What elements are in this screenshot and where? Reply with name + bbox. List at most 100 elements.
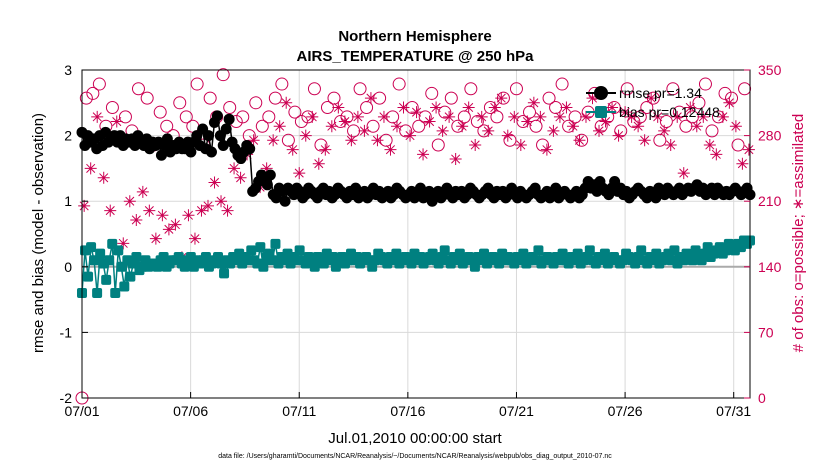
obs-possible-point	[249, 96, 263, 110]
obs-possible-point	[281, 133, 295, 147]
obs-assimilated-point	[143, 204, 156, 217]
obs-assimilated-point	[117, 237, 130, 250]
obs-assimilated-point	[638, 134, 651, 147]
obs-possible-point	[314, 138, 328, 152]
x-tick-label: 07/16	[390, 403, 425, 419]
obs-assimilated-point	[390, 120, 403, 133]
obs-assimilated-point	[286, 143, 299, 156]
obs-assimilated-point	[397, 101, 410, 114]
obs-assimilated-point	[162, 223, 175, 236]
obs-possible-point	[236, 110, 250, 124]
obs-assimilated-point	[364, 92, 377, 105]
bias-point	[439, 245, 450, 256]
obs-assimilated-point	[325, 120, 338, 133]
obs-assimilated-point	[293, 167, 306, 180]
obs-possible-point	[275, 77, 289, 91]
obs-assimilated-point	[149, 232, 162, 245]
data-file-footnote: data file: /Users/gharamti/Documents/NCA…	[218, 453, 612, 460]
bias-point	[246, 245, 257, 256]
obs-possible-point	[203, 91, 217, 105]
obs-assimilated-point	[273, 120, 286, 133]
obs-possible-point	[418, 110, 432, 124]
obs-assimilated-point	[703, 138, 716, 151]
obs-possible-point	[153, 105, 167, 119]
obs-assimilated-point	[417, 148, 430, 161]
obs-possible-point	[705, 124, 719, 138]
obs-assimilated-point	[110, 115, 123, 128]
obs-assimilated-point	[729, 120, 742, 133]
obs-possible-point	[725, 91, 739, 105]
bias-point	[533, 245, 544, 256]
obs-assimilated-point	[677, 167, 690, 180]
obs-assimilated-point	[312, 157, 325, 170]
obs-assimilated-point	[182, 209, 195, 222]
rmse-point	[261, 179, 273, 191]
obs-possible-point	[216, 68, 230, 82]
plot-frame	[81, 69, 751, 399]
obs-assimilated-point	[671, 110, 684, 123]
obs-assimilated-point	[410, 106, 423, 119]
obs-assimilated-point	[260, 162, 273, 175]
obs-assimilated-point	[645, 92, 658, 105]
y-left-tick-label: 3	[64, 62, 72, 78]
obs-possible-point	[529, 119, 543, 133]
y-right-tick-label: 350	[758, 62, 782, 78]
obs-possible-point	[118, 110, 132, 124]
bias-point	[219, 268, 230, 279]
obs-possible-point	[490, 110, 504, 124]
obs-possible-point	[653, 133, 667, 147]
obs-possible-point	[464, 82, 478, 96]
obs-assimilated-point	[488, 101, 501, 114]
obs-possible-point	[470, 115, 484, 129]
obs-assimilated-point	[573, 134, 586, 147]
obs-assimilated-point	[228, 162, 241, 175]
obs-assimilated-point	[716, 110, 729, 123]
obs-assimilated-point	[123, 195, 136, 208]
obs-possible-point	[738, 82, 752, 96]
obs-assimilated-point	[404, 129, 417, 142]
obs-assimilated-point	[358, 124, 371, 137]
obs-assimilated-point	[684, 101, 697, 114]
obs-assimilated-point	[267, 134, 280, 147]
x-tick-label: 07/01	[64, 403, 99, 419]
bias-point	[113, 245, 124, 256]
obs-possible-point	[555, 77, 569, 91]
obs-assimilated-point	[130, 213, 143, 226]
legend-rmse-marker	[594, 86, 608, 100]
y-right-tick-label: 140	[758, 259, 782, 275]
x-tick-label: 07/06	[173, 403, 208, 419]
obs-assimilated-point	[423, 115, 436, 128]
obs-possible-point	[594, 119, 608, 133]
y-right-tick-label: 280	[758, 128, 782, 144]
obs-assimilated-point	[84, 162, 97, 175]
obs-possible-point	[92, 77, 106, 91]
x-tick-label: 07/26	[608, 403, 643, 419]
obs-possible-point	[327, 91, 341, 105]
obs-assimilated-point	[430, 101, 443, 114]
bias-point	[83, 271, 94, 282]
obs-possible-point	[666, 82, 680, 96]
obs-assimilated-point	[606, 101, 619, 114]
obs-assimilated-point	[710, 148, 723, 161]
obs-possible-point	[179, 110, 193, 124]
obs-assimilated-point	[579, 110, 592, 123]
rmse-point	[185, 146, 197, 158]
obs-assimilated-point	[527, 96, 540, 109]
obs-possible-point	[536, 138, 550, 152]
obs-assimilated-point	[586, 92, 599, 105]
obs-assimilated-point	[521, 115, 534, 128]
obs-possible-point	[307, 82, 321, 96]
obs-possible-point	[542, 91, 556, 105]
bias-point	[86, 242, 97, 253]
obs-assimilated-point	[495, 92, 508, 105]
rmse-point	[220, 123, 232, 135]
obs-assimilated-point	[377, 110, 390, 123]
obs-assimilated-point	[619, 106, 632, 119]
obs-possible-point	[640, 100, 654, 114]
obs-assimilated-point	[475, 110, 488, 123]
obs-possible-point	[659, 115, 673, 129]
obs-assimilated-point	[247, 134, 260, 147]
obs-possible-point	[457, 110, 471, 124]
bias-point	[636, 245, 647, 256]
rmse-point	[211, 110, 223, 122]
